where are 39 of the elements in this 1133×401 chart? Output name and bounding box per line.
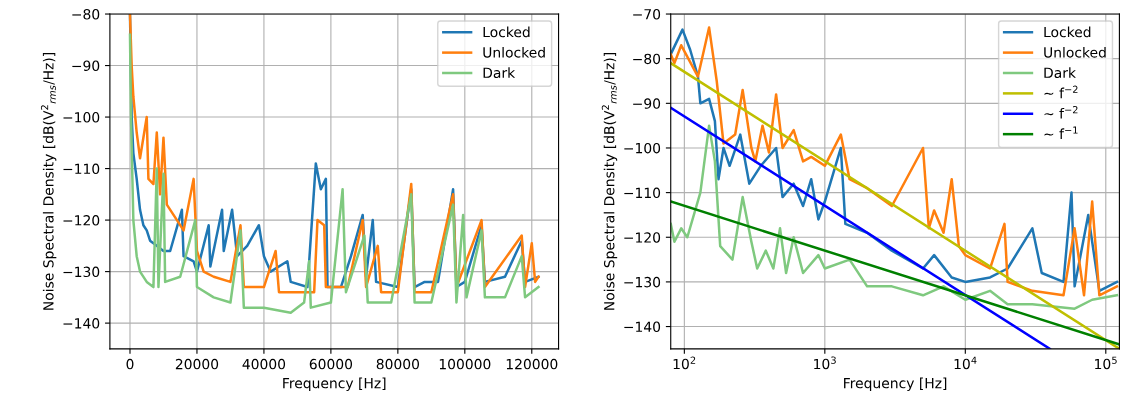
x-tick-label: 0 xyxy=(126,358,134,370)
x-tick-label: 60000 xyxy=(309,358,353,370)
y-tick-label: −140 xyxy=(63,318,100,329)
x-tick-label: 80000 xyxy=(376,358,420,370)
x-tick-label: 10$^{2}$ xyxy=(673,356,696,370)
y-tick-label: −70 xyxy=(633,9,661,20)
x-tick-label: 10$^{4}$ xyxy=(954,356,977,370)
y-tick-label: −100 xyxy=(624,142,661,154)
x-tick-label: 40000 xyxy=(242,358,286,370)
x-axis-title: Frequency [Hz] xyxy=(283,377,386,392)
y-tick-label: −120 xyxy=(624,232,661,243)
x-tick-label: 10$^{3}$ xyxy=(814,356,836,370)
x-tick-label: 20000 xyxy=(175,358,219,370)
legend-label: Locked xyxy=(483,26,530,38)
legend-label: Unlocked xyxy=(483,46,545,58)
x-axis-title: Frequency [Hz] xyxy=(844,377,947,392)
y-axis-title: Noise Spectral Density [dB(V$^{2}$$_{rms}$/Hz)] xyxy=(601,53,618,310)
legend-label: Dark xyxy=(1044,67,1076,79)
y-tick-label: −80 xyxy=(633,53,661,65)
legend-label: Dark xyxy=(483,67,516,79)
x-tick-label: 120000 xyxy=(506,358,558,370)
x-tick-label: 100000 xyxy=(439,358,491,370)
y-axis-title: Noise Spectral Density [dB(V$^{2}$$_{rms}$/Hz)] xyxy=(40,53,57,310)
y-tick-label: −80 xyxy=(72,9,100,20)
y-tick-label: −140 xyxy=(624,321,661,333)
legend-label: ~ f$^{−2}$ xyxy=(1044,85,1078,99)
y-tick-label: −100 xyxy=(63,112,100,123)
y-tick-label: −110 xyxy=(624,187,661,199)
legend-label: ~ f$^{−2}$ xyxy=(1044,105,1078,119)
legend-label: Locked xyxy=(1044,26,1091,38)
x-tick-label: 10$^{5}$ xyxy=(1095,356,1117,370)
legend-label: ~ f$^{−1}$ xyxy=(1044,126,1078,139)
y-tick-label: −90 xyxy=(72,60,100,72)
y-tick-label: −130 xyxy=(624,276,661,288)
y-tick-label: −130 xyxy=(63,266,100,278)
y-tick-label: −120 xyxy=(63,215,100,226)
legend-label: Unlocked xyxy=(1044,46,1106,58)
y-tick-label: −110 xyxy=(63,163,100,175)
y-tick-label: −90 xyxy=(633,98,661,109)
